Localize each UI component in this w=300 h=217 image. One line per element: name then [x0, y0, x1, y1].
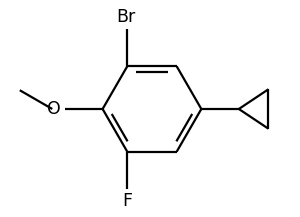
Text: O: O: [47, 100, 61, 118]
Text: F: F: [122, 192, 132, 210]
Text: Br: Br: [117, 8, 136, 26]
